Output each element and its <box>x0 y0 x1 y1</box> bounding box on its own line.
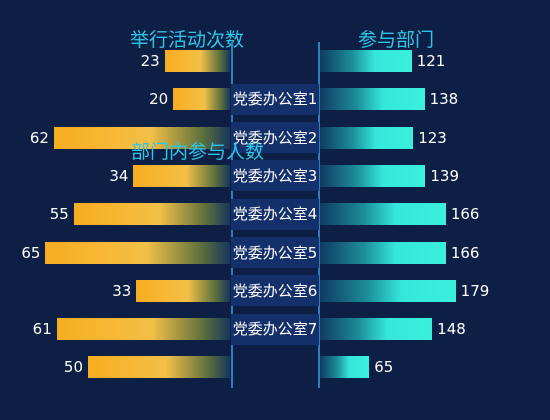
right-value-label: 148 <box>437 320 466 339</box>
category-label: 党委办公室6 <box>232 281 318 300</box>
right-chart-title: 参与部门 <box>358 29 435 51</box>
right-value-label: 138 <box>429 90 459 109</box>
left-bar <box>45 241 230 264</box>
left-chart-subtitle: 部门内参与人数 <box>131 141 265 163</box>
category-label: 党委办公室7 <box>232 320 318 339</box>
left-value-label: 33 <box>112 281 132 300</box>
category-label: 党委办公室2 <box>232 128 318 147</box>
category-band <box>231 313 319 345</box>
left-value-label: 34 <box>109 166 129 185</box>
left-chart-title: 举行活动次数 <box>130 29 245 51</box>
category-band <box>231 275 319 307</box>
category-band <box>231 160 319 192</box>
right-value-label: 139 <box>430 166 459 185</box>
left-bar <box>133 164 230 187</box>
category-band <box>231 237 319 268</box>
left-value-label: 62 <box>29 128 49 147</box>
right-value-label: 121 <box>416 52 446 70</box>
right-bar <box>320 88 425 111</box>
category-label: 党委办公室5 <box>232 243 318 262</box>
left-value-label: 20 <box>149 90 169 109</box>
category-band <box>231 122 319 154</box>
left-bar <box>53 126 230 149</box>
category-label: 党委办公室3 <box>232 166 318 185</box>
right-bar <box>320 126 414 149</box>
category-band <box>231 198 319 230</box>
left-bar <box>164 50 230 72</box>
right-value-label: 166 <box>450 243 480 262</box>
left-bar <box>173 88 230 111</box>
category-band <box>231 83 319 115</box>
right-value-label: 65 <box>374 358 394 377</box>
right-bar <box>320 164 426 187</box>
right-bar <box>320 356 370 379</box>
left-bar <box>56 318 230 341</box>
right-bar <box>320 50 412 72</box>
left-value-label: 23 <box>140 52 160 70</box>
right-bar <box>320 203 446 226</box>
left-bar <box>136 279 230 302</box>
right-value-label: 179 <box>460 281 490 300</box>
left-value-label: 61 <box>32 320 52 339</box>
category-label: 党委办公室1 <box>232 90 318 109</box>
right-bar <box>320 318 433 341</box>
left-value-label: 65 <box>21 243 41 262</box>
left-bar <box>73 203 230 226</box>
left-value-label: 50 <box>63 358 83 377</box>
right-bar <box>320 279 456 302</box>
right-bar <box>320 241 446 264</box>
category-label: 党委办公室4 <box>232 205 318 224</box>
left-value-label: 55 <box>49 205 69 224</box>
right-value-label: 123 <box>418 128 447 147</box>
left-bar <box>88 356 230 379</box>
right-value-label: 166 <box>450 205 480 224</box>
